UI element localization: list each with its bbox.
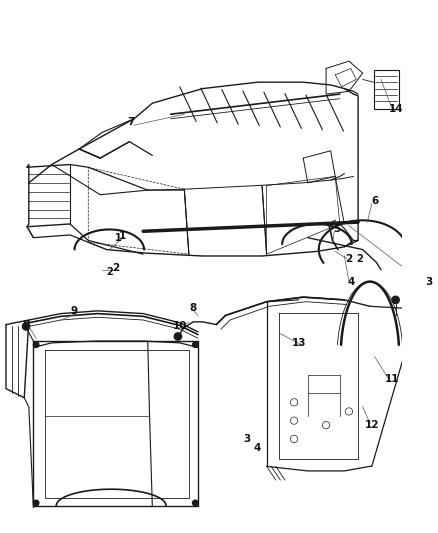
Text: 3: 3 — [437, 276, 438, 286]
Text: 4: 4 — [347, 277, 354, 287]
Text: 13: 13 — [291, 338, 306, 348]
Circle shape — [193, 500, 198, 506]
Circle shape — [33, 500, 39, 506]
Text: 3: 3 — [243, 434, 250, 444]
Text: 1: 1 — [115, 233, 122, 243]
Text: 11: 11 — [385, 375, 399, 384]
Circle shape — [174, 333, 182, 340]
Circle shape — [193, 342, 198, 348]
Text: 9: 9 — [71, 306, 78, 316]
Text: 2: 2 — [357, 254, 363, 264]
Text: 7: 7 — [127, 117, 135, 126]
Text: 8: 8 — [22, 320, 30, 329]
Text: 2: 2 — [112, 263, 119, 273]
Text: 6: 6 — [371, 196, 378, 206]
Text: 3: 3 — [426, 277, 433, 287]
Text: 5: 5 — [333, 223, 341, 233]
Text: 4: 4 — [254, 443, 261, 453]
Text: 12: 12 — [364, 420, 379, 430]
Circle shape — [22, 323, 30, 330]
FancyBboxPatch shape — [374, 70, 399, 109]
Text: 10: 10 — [173, 321, 187, 332]
Text: 2: 2 — [345, 254, 353, 264]
Text: 14: 14 — [389, 104, 404, 114]
Text: 2: 2 — [106, 266, 113, 277]
Circle shape — [33, 342, 39, 348]
Text: 8: 8 — [190, 303, 197, 313]
Text: 1: 1 — [119, 231, 126, 241]
Circle shape — [392, 296, 399, 303]
